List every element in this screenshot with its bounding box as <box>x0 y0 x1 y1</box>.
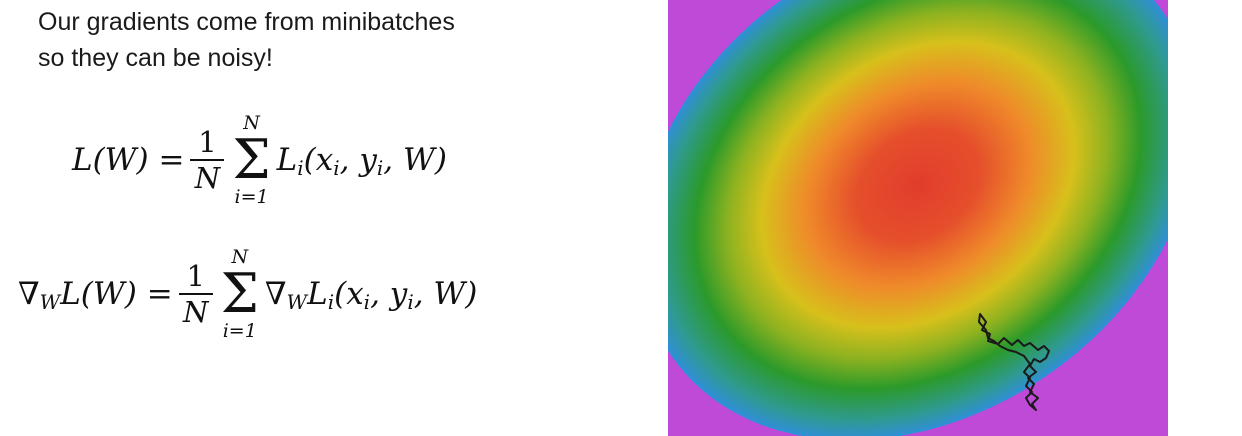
sum-upper-limit: N <box>231 246 249 268</box>
loss-lhs: L(W) = <box>72 142 185 178</box>
nabla-sub: W <box>39 290 61 314</box>
summation: N Σ i=1 <box>232 112 270 208</box>
sigma-symbol: Σ <box>220 262 259 325</box>
x-sub: i <box>333 156 340 180</box>
nabla-symbol: ∇ <box>18 276 40 312</box>
sum-lower-limit: i=1 <box>222 320 257 342</box>
term-L: L <box>307 276 328 312</box>
gradient-fraction: 1 N <box>178 259 213 329</box>
summation: N Σ i=1 <box>221 246 259 342</box>
fraction-denominator: N <box>183 295 209 329</box>
y-sub: i <box>407 290 414 314</box>
term-sub: i <box>297 156 304 180</box>
x-sub: i <box>363 290 371 314</box>
fraction-denominator: N <box>194 161 221 195</box>
heading-line-1: Our gradients come from minibatches <box>38 8 455 36</box>
term-args-y: , y <box>339 142 377 178</box>
term-args-tail: , W) <box>413 276 478 312</box>
sigma-symbol: Σ <box>232 128 271 191</box>
fraction-numerator: 1 <box>198 125 217 159</box>
nabla-symbol-2: ∇ <box>264 276 287 312</box>
nabla-sub-2: W <box>286 290 308 314</box>
sgd-path <box>978 313 1050 411</box>
gradient-lhs: L(W) = <box>60 276 173 312</box>
fraction-bar <box>178 293 213 295</box>
loss-landscape-plot <box>668 0 1168 436</box>
term-args-tail: , W) <box>383 142 447 178</box>
sum-lower-limit: i=1 <box>234 186 269 208</box>
loss-landscape-svg <box>668 0 1168 436</box>
loss-fraction: 1 N <box>190 125 225 195</box>
term-args-y: , y <box>370 276 408 312</box>
fraction-bar <box>190 159 225 161</box>
loss-heatmap <box>668 0 1168 436</box>
slide-heading: Our gradients come from minibatches so t… <box>38 4 455 76</box>
fraction-numerator: 1 <box>186 259 205 293</box>
term-args-x: (x <box>303 142 334 178</box>
term-sub: i <box>327 290 335 314</box>
term-L: L <box>276 142 298 178</box>
heading-line-2: so they can be noisy! <box>38 44 273 72</box>
sum-upper-limit: N <box>243 112 260 134</box>
y-sub: i <box>376 156 384 180</box>
term-args-x: (x <box>334 276 364 312</box>
